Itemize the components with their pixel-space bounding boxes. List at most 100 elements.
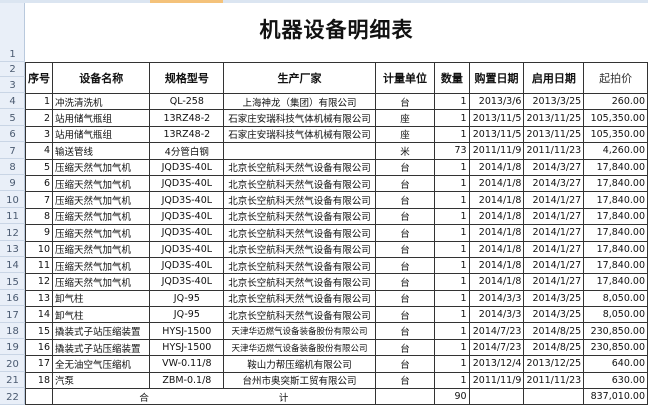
cell[interactable] bbox=[468, 388, 525, 405]
seq-cell[interactable]: 18 bbox=[25, 371, 53, 390]
purchase-date-cell[interactable]: 2014/3/3 bbox=[468, 306, 525, 324]
seq-cell[interactable]: 4 bbox=[25, 142, 53, 160]
quantity-cell[interactable]: 1 bbox=[434, 224, 470, 242]
column-header[interactable]: 生产厂家 bbox=[223, 62, 376, 94]
purchase-date-cell[interactable]: 2013/12/4 bbox=[468, 355, 525, 373]
manufacturer-cell[interactable]: 北京长空航科天然气设备有限公司 bbox=[223, 158, 376, 176]
row-number[interactable]: 13 bbox=[0, 241, 25, 257]
quantity-cell[interactable]: 1 bbox=[434, 338, 470, 357]
quantity-cell[interactable]: 1 bbox=[434, 322, 470, 340]
price-cell[interactable]: 230,850.00 bbox=[583, 322, 648, 340]
manufacturer-cell[interactable]: 北京长空航科天然气设备有限公司 bbox=[223, 207, 376, 226]
column-header[interactable]: 数量 bbox=[434, 62, 470, 94]
row-number[interactable]: 12 bbox=[0, 224, 25, 241]
name-cell[interactable]: 压缩天然气加气机 bbox=[51, 158, 151, 176]
quantity-cell[interactable]: 1 bbox=[434, 125, 470, 144]
seq-cell[interactable]: 3 bbox=[25, 125, 53, 144]
manufacturer-cell[interactable] bbox=[223, 142, 376, 160]
start-date-cell[interactable]: 2014/1/27 bbox=[523, 207, 585, 226]
price-cell[interactable]: 4,260.00 bbox=[583, 142, 648, 160]
name-cell[interactable]: 压缩天然气加气机 bbox=[51, 224, 151, 242]
quantity-cell[interactable]: 1 bbox=[434, 273, 470, 291]
row-number[interactable]: 5 bbox=[0, 109, 25, 126]
manufacturer-cell[interactable]: 北京长空航科天然气设备有限公司 bbox=[223, 256, 376, 275]
manufacturer-cell[interactable]: 北京长空航科天然气设备有限公司 bbox=[223, 289, 376, 308]
manufacturer-cell[interactable]: 天津华迈燃气设备装备股份有限公司 bbox=[223, 338, 376, 357]
price-cell[interactable]: 105,350.00 bbox=[583, 125, 648, 144]
purchase-date-cell[interactable]: 2014/1/8 bbox=[468, 158, 525, 176]
quantity-cell[interactable]: 73 bbox=[434, 142, 470, 160]
start-date-cell[interactable]: 2014/8/25 bbox=[523, 338, 585, 357]
seq-cell[interactable]: 10 bbox=[25, 240, 53, 258]
model-cell[interactable]: JQD3S-40L bbox=[149, 207, 225, 226]
column-header[interactable]: 设备名称 bbox=[51, 62, 151, 94]
purchase-date-cell[interactable]: 2013/3/6 bbox=[468, 92, 525, 111]
seq-cell[interactable]: 2 bbox=[25, 109, 53, 127]
seq-cell[interactable]: 7 bbox=[25, 191, 53, 209]
purchase-date-cell[interactable]: 2013/11/5 bbox=[468, 125, 525, 144]
seq-cell[interactable]: 5 bbox=[25, 158, 53, 176]
seq-cell[interactable]: 14 bbox=[25, 306, 53, 324]
quantity-cell[interactable]: 1 bbox=[434, 207, 470, 226]
name-cell[interactable]: 压缩天然气加气机 bbox=[51, 240, 151, 258]
start-date-cell[interactable]: 2014/1/27 bbox=[523, 273, 585, 291]
row-number[interactable]: 1 bbox=[0, 3, 25, 62]
name-cell[interactable]: 输送管线 bbox=[51, 142, 151, 160]
unit-cell[interactable]: 台 bbox=[374, 191, 436, 209]
row-number[interactable]: 10 bbox=[0, 191, 25, 208]
seq-cell[interactable]: 13 bbox=[25, 289, 53, 308]
cell[interactable] bbox=[374, 388, 436, 405]
start-date-cell[interactable]: 2011/11/23 bbox=[523, 371, 585, 390]
unit-cell[interactable]: 台 bbox=[374, 240, 436, 258]
unit-cell[interactable]: 台 bbox=[374, 224, 436, 242]
column-header[interactable]: 序号 bbox=[25, 62, 53, 94]
purchase-date-cell[interactable]: 2011/11/9 bbox=[468, 371, 525, 390]
model-cell[interactable]: QL-258 bbox=[149, 92, 225, 111]
seq-cell[interactable]: 15 bbox=[25, 322, 53, 340]
column-header[interactable]: 规格型号 bbox=[149, 62, 225, 94]
manufacturer-cell[interactable]: 北京长空航科天然气设备有限公司 bbox=[223, 224, 376, 242]
seq-cell[interactable]: 16 bbox=[25, 338, 53, 357]
manufacturer-cell[interactable]: 北京长空航科天然气设备有限公司 bbox=[223, 174, 376, 193]
start-date-cell[interactable]: 2011/11/23 bbox=[523, 142, 585, 160]
unit-cell[interactable]: 座 bbox=[374, 125, 436, 144]
total-price-cell[interactable]: 837,010.00 bbox=[583, 388, 648, 405]
purchase-date-cell[interactable]: 2014/1/8 bbox=[468, 273, 525, 291]
quantity-cell[interactable]: 1 bbox=[434, 306, 470, 324]
purchase-date-cell[interactable]: 2014/1/8 bbox=[468, 240, 525, 258]
model-cell[interactable]: JQ-95 bbox=[149, 306, 225, 324]
manufacturer-cell[interactable]: 北京长空航科天然气设备有限公司 bbox=[223, 273, 376, 291]
unit-cell[interactable]: 座 bbox=[374, 109, 436, 127]
column-header[interactable]: 计量单位 bbox=[374, 62, 436, 94]
start-date-cell[interactable]: 2013/11/25 bbox=[523, 125, 585, 144]
model-cell[interactable]: JQD3S-40L bbox=[149, 174, 225, 193]
seq-cell[interactable]: 1 bbox=[25, 92, 53, 111]
quantity-cell[interactable]: 1 bbox=[434, 256, 470, 275]
model-cell[interactable]: VW-0.11/8 bbox=[149, 355, 225, 373]
price-cell[interactable]: 17,840.00 bbox=[583, 207, 648, 226]
seq-cell[interactable]: 12 bbox=[25, 273, 53, 291]
start-date-cell[interactable]: 2014/1/27 bbox=[523, 256, 585, 275]
row-number[interactable]: 2 bbox=[0, 62, 25, 77]
model-cell[interactable]: JQD3S-40L bbox=[149, 273, 225, 291]
name-cell[interactable]: 压缩天然气加气机 bbox=[51, 207, 151, 226]
quantity-cell[interactable]: 1 bbox=[434, 355, 470, 373]
row-number[interactable]: 6 bbox=[0, 126, 25, 143]
name-cell[interactable]: 冲洗清洗机 bbox=[51, 92, 151, 111]
name-cell[interactable]: 压缩天然气加气机 bbox=[51, 174, 151, 193]
start-date-cell[interactable]: 2014/3/25 bbox=[523, 289, 585, 308]
manufacturer-cell[interactable]: 北京长空航科天然气设备有限公司 bbox=[223, 191, 376, 209]
price-cell[interactable]: 17,840.00 bbox=[583, 191, 648, 209]
seq-cell[interactable]: 9 bbox=[25, 224, 53, 242]
price-cell[interactable]: 17,840.00 bbox=[583, 256, 648, 275]
price-cell[interactable]: 260.00 bbox=[583, 92, 648, 111]
model-cell[interactable]: 13RZ48-2 bbox=[149, 109, 225, 127]
row-number[interactable]: 9 bbox=[0, 175, 25, 192]
quantity-cell[interactable]: 1 bbox=[434, 174, 470, 193]
row-number[interactable]: 8 bbox=[0, 159, 25, 175]
column-header[interactable]: 购置日期 bbox=[468, 62, 525, 94]
model-cell[interactable]: JQ-95 bbox=[149, 289, 225, 308]
unit-cell[interactable]: 台 bbox=[374, 306, 436, 324]
start-date-cell[interactable]: 2013/3/25 bbox=[523, 92, 585, 111]
seq-cell[interactable]: 17 bbox=[25, 355, 53, 373]
